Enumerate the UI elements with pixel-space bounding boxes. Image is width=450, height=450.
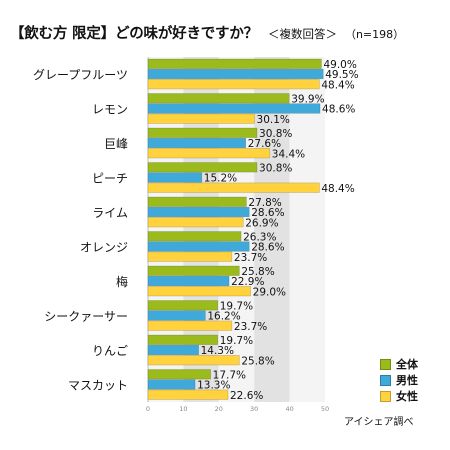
category-label: ライム: [92, 206, 128, 220]
bar: [147, 265, 240, 276]
bar: [147, 58, 322, 69]
category-label: 巨峰: [104, 137, 128, 151]
bar: [147, 334, 219, 345]
bar: [147, 196, 247, 207]
bar: [147, 286, 251, 297]
bar: [147, 251, 233, 262]
bar: [147, 148, 271, 159]
data-label: 22.9%: [231, 276, 264, 288]
data-label: 28.6%: [251, 242, 284, 254]
sample-size-note: （n=198）: [344, 28, 405, 41]
data-label: 14.3%: [201, 345, 234, 357]
data-label: 19.7%: [220, 301, 253, 313]
legend: 全体 男性 女性: [380, 356, 418, 404]
bar: [147, 79, 320, 90]
data-label: 27.8%: [248, 197, 281, 209]
category-label: レモン: [92, 102, 128, 116]
data-label: 26.9%: [245, 217, 278, 229]
data-label: 25.8%: [241, 266, 274, 278]
data-label: 26.3%: [243, 232, 276, 244]
bar: [147, 344, 199, 356]
bar: [147, 103, 321, 114]
data-label: 34.4%: [272, 148, 305, 160]
data-label: 22.6%: [230, 390, 263, 402]
data-label: 16.2%: [207, 311, 240, 323]
x-tick-label: 40: [285, 405, 293, 413]
data-label: 30.8%: [259, 128, 292, 140]
category-label: シークァーサー: [44, 309, 128, 323]
data-label: 27.6%: [248, 138, 281, 150]
title-row: 【飲む方 限定】どの味が好きですか？ ＜複数回答＞ （n=198）: [10, 22, 404, 46]
chart-subtitle: ＜複数回答＞: [267, 27, 337, 41]
legend-item: 男性: [380, 372, 418, 388]
data-label: 48.4%: [321, 79, 354, 91]
x-tick-label: 30: [250, 405, 258, 413]
bar: [147, 231, 242, 242]
legend-swatch: [380, 374, 391, 386]
data-label: 49.0%: [323, 59, 356, 71]
data-label: 23.7%: [234, 321, 267, 333]
x-tick-label: 10: [179, 405, 187, 413]
legend-label: 女性: [396, 390, 418, 403]
data-label: 48.4%: [321, 183, 354, 195]
legend-item: 女性: [380, 388, 418, 404]
bar: [147, 369, 211, 380]
bar: [147, 68, 324, 80]
bar: [147, 379, 196, 390]
category-label: グレープフルーツ: [33, 68, 128, 82]
bar: [147, 217, 244, 228]
category-label: オレンジ: [80, 240, 128, 254]
data-label: 39.9%: [291, 94, 324, 106]
bar: [147, 137, 247, 149]
category-label: マスカット: [68, 378, 128, 392]
data-label: 29.0%: [253, 286, 286, 298]
legend-label: 男性: [396, 374, 418, 387]
data-label: 25.8%: [241, 355, 274, 367]
data-label: 48.6%: [322, 104, 355, 116]
bar: [147, 93, 290, 104]
bar: [147, 355, 240, 366]
data-label: 17.7%: [213, 370, 246, 382]
bar: [147, 320, 233, 331]
data-label: 30.8%: [259, 163, 292, 175]
legend-item: 全体: [380, 356, 418, 372]
bar: [147, 310, 206, 321]
x-tick-label: 50: [321, 405, 329, 413]
category-label: りんご: [92, 343, 128, 358]
data-label: 23.7%: [234, 252, 267, 264]
data-label: 19.7%: [220, 335, 253, 347]
legend-swatch: [380, 358, 391, 370]
x-tick-label: 0: [146, 405, 150, 413]
grid-band: [289, 57, 325, 402]
source-note: アイシェア調べ: [344, 417, 414, 428]
legend-label: 全体: [396, 358, 418, 371]
x-tick-labels: 0 10 20 30 40 50: [146, 405, 329, 413]
data-label: 13.3%: [197, 380, 230, 392]
bar: [147, 113, 255, 124]
bars: [147, 58, 324, 400]
bar: [147, 300, 219, 311]
bar: [147, 162, 258, 173]
category-label: ピーチ: [92, 171, 128, 185]
bar: [147, 172, 203, 183]
legend-swatch: [380, 390, 391, 402]
bar: [147, 127, 258, 138]
data-label: 49.5%: [325, 69, 358, 81]
data-label: 15.2%: [204, 173, 237, 185]
bar: [147, 182, 320, 193]
bar: [147, 275, 230, 287]
bar: [147, 241, 250, 252]
category-label: 梅: [116, 274, 128, 289]
bar: [147, 389, 229, 400]
data-label: 30.1%: [257, 114, 290, 126]
value-labels: 49.0%49.5%48.4%39.9%48.6%30.1%30.8%27.6%…: [197, 59, 359, 402]
chart-title: 【飲む方 限定】どの味が好きですか？: [10, 26, 258, 42]
x-tick-label: 20: [215, 405, 223, 413]
data-label: 28.6%: [251, 207, 284, 219]
grid-band: [254, 57, 290, 402]
bar: [147, 206, 250, 218]
